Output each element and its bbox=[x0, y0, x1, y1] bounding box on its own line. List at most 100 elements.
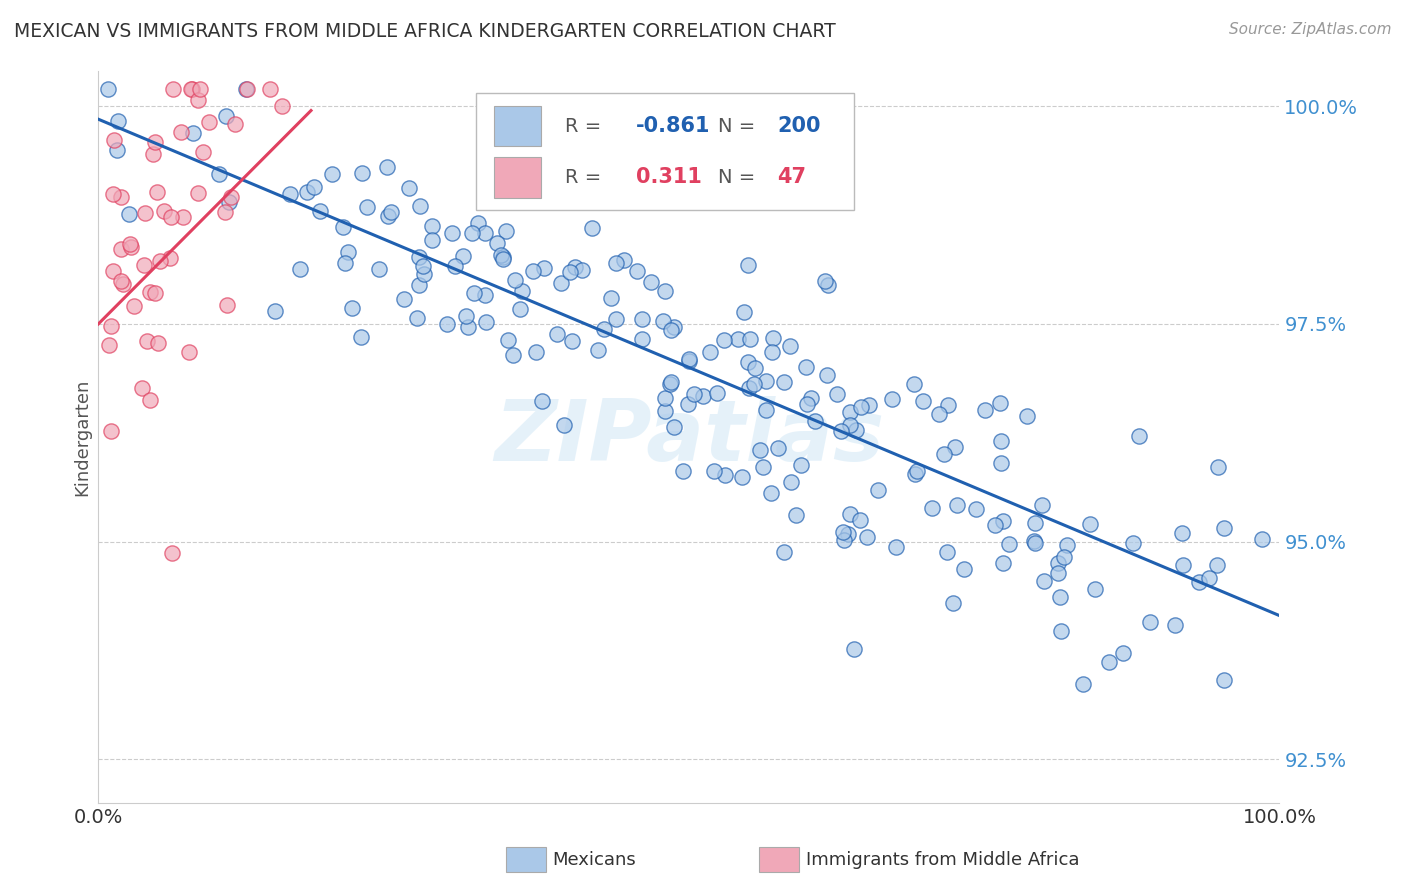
Text: -0.861: -0.861 bbox=[636, 116, 710, 136]
Point bbox=[368, 262, 391, 277]
Point bbox=[531, 394, 554, 409]
Point bbox=[162, 82, 184, 96]
Point bbox=[297, 186, 319, 200]
Point bbox=[640, 275, 662, 289]
Point bbox=[737, 355, 759, 369]
Point bbox=[336, 245, 359, 260]
Point bbox=[1128, 429, 1150, 443]
Point bbox=[678, 352, 700, 367]
Text: Source: ZipAtlas.com: Source: ZipAtlas.com bbox=[1229, 22, 1392, 37]
Point bbox=[659, 375, 682, 389]
Point bbox=[626, 264, 648, 278]
Point bbox=[1122, 536, 1144, 550]
Point bbox=[630, 332, 652, 346]
Point bbox=[278, 187, 301, 202]
Point bbox=[180, 82, 202, 96]
Point bbox=[1139, 615, 1161, 630]
Point bbox=[1071, 677, 1094, 691]
Point bbox=[779, 475, 801, 489]
Point bbox=[672, 464, 695, 478]
Point bbox=[652, 314, 675, 328]
Point bbox=[179, 345, 201, 359]
Point bbox=[731, 470, 754, 484]
Y-axis label: Kindergarten: Kindergarten bbox=[73, 378, 91, 496]
Point bbox=[375, 160, 398, 174]
Point bbox=[101, 264, 124, 278]
Point bbox=[169, 125, 191, 139]
Point bbox=[107, 114, 129, 128]
Point bbox=[1206, 558, 1229, 572]
Point bbox=[856, 530, 879, 544]
Point bbox=[713, 333, 735, 347]
Point bbox=[1098, 655, 1121, 669]
Point bbox=[839, 405, 862, 419]
Point bbox=[936, 398, 959, 412]
Point bbox=[1213, 521, 1236, 535]
Point bbox=[592, 321, 614, 335]
Point bbox=[1171, 526, 1194, 541]
Point bbox=[139, 285, 162, 299]
Point bbox=[815, 368, 838, 383]
Point bbox=[762, 331, 785, 345]
Point bbox=[492, 252, 515, 266]
Point bbox=[1050, 624, 1073, 639]
Point bbox=[838, 417, 860, 432]
Point bbox=[408, 199, 430, 213]
Point bbox=[509, 302, 531, 317]
Point bbox=[1046, 556, 1069, 570]
Point bbox=[849, 513, 872, 527]
Point bbox=[103, 132, 125, 146]
Text: 200: 200 bbox=[778, 116, 821, 136]
Point bbox=[934, 447, 956, 461]
Point bbox=[586, 343, 609, 358]
Point bbox=[804, 414, 827, 428]
Point bbox=[838, 507, 860, 521]
Point bbox=[489, 248, 512, 262]
Point bbox=[1017, 409, 1039, 424]
Point bbox=[413, 268, 436, 282]
Point bbox=[953, 562, 976, 576]
Point bbox=[214, 205, 236, 219]
Point bbox=[492, 250, 515, 264]
Point bbox=[658, 376, 681, 391]
Point bbox=[335, 256, 357, 270]
Point bbox=[412, 259, 434, 273]
Point bbox=[1212, 673, 1234, 687]
Point bbox=[773, 376, 796, 390]
Point bbox=[149, 253, 172, 268]
Point bbox=[1198, 571, 1220, 585]
Point bbox=[100, 424, 122, 438]
Point bbox=[408, 277, 430, 292]
Point bbox=[1251, 533, 1274, 547]
Point bbox=[564, 260, 586, 274]
Point bbox=[1046, 566, 1069, 581]
Point bbox=[420, 219, 443, 233]
Point bbox=[662, 420, 685, 434]
Point bbox=[884, 540, 907, 554]
Point bbox=[991, 556, 1014, 570]
Point bbox=[522, 264, 544, 278]
Point bbox=[457, 319, 479, 334]
Point bbox=[683, 387, 706, 401]
Point bbox=[817, 277, 839, 292]
Point bbox=[496, 333, 519, 347]
Point bbox=[751, 460, 773, 475]
Point bbox=[905, 464, 928, 478]
Point bbox=[420, 233, 443, 247]
Point bbox=[761, 345, 783, 359]
Point bbox=[172, 210, 194, 224]
Point bbox=[235, 82, 257, 96]
Point bbox=[600, 291, 623, 305]
Point bbox=[1033, 574, 1056, 588]
Point bbox=[475, 315, 498, 329]
Point bbox=[1078, 516, 1101, 531]
Point bbox=[659, 323, 682, 337]
Point bbox=[800, 391, 823, 405]
Point bbox=[605, 312, 627, 326]
Point bbox=[942, 596, 965, 610]
Point bbox=[1173, 558, 1195, 572]
Point bbox=[678, 354, 700, 368]
FancyBboxPatch shape bbox=[494, 106, 541, 146]
Point bbox=[842, 641, 865, 656]
Point bbox=[380, 204, 402, 219]
